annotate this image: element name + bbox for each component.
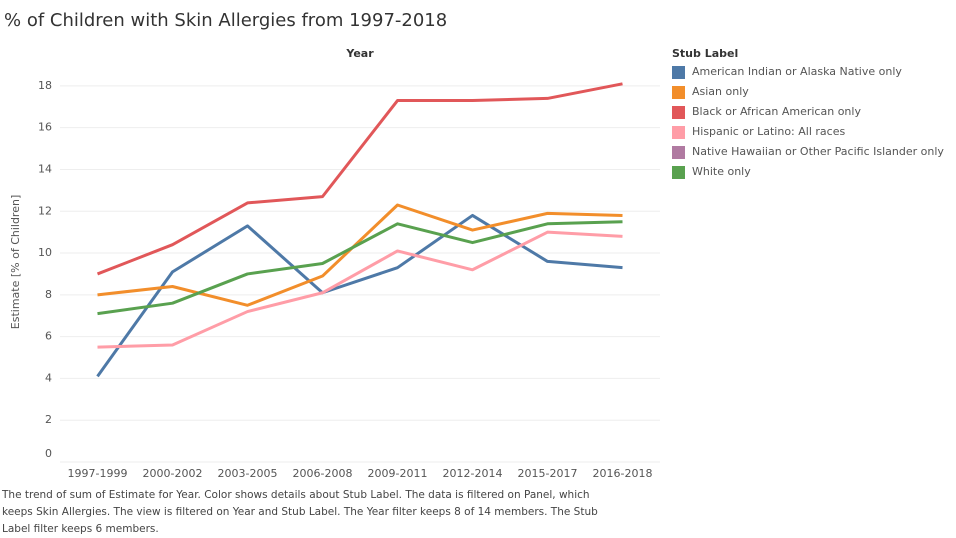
- y-tick-label: 2: [45, 413, 52, 426]
- x-tick-label: 2015-2017: [518, 467, 578, 480]
- legend-swatch: [672, 66, 685, 79]
- x-tick-label: 2016-2018: [593, 467, 653, 480]
- series-line: [96, 82, 623, 276]
- y-tick-label: 10: [38, 246, 52, 259]
- x-tick-label: 2006-2008: [293, 467, 353, 480]
- legend-swatch: [672, 126, 685, 139]
- y-tick-label: 12: [38, 204, 52, 217]
- caption: The trend of sum of Estimate for Year. C…: [1, 489, 590, 501]
- x-tick-label: 2009-2011: [368, 467, 428, 480]
- legend-swatch: [672, 166, 685, 179]
- y-tick-label: 14: [38, 162, 52, 175]
- x-header: Year: [345, 47, 374, 60]
- series-line: [97, 203, 623, 307]
- series-line: [97, 230, 623, 349]
- legend-label: White only: [692, 165, 751, 178]
- legend-title: Stub Label: [672, 47, 738, 60]
- x-tick-label: 2000-2002: [143, 467, 203, 480]
- legend-label: Asian only: [692, 85, 749, 98]
- y-tick-label: 6: [45, 330, 52, 343]
- legend-label: Black or African American only: [692, 105, 861, 118]
- caption: keeps Skin Allergies. The view is filter…: [2, 506, 598, 518]
- legend-label: American Indian or Alaska Native only: [692, 65, 902, 78]
- legend-swatch: [672, 106, 685, 119]
- legend-label: Hispanic or Latino: All races: [692, 125, 845, 138]
- y-tick-label: 8: [45, 288, 52, 301]
- y-tick-label: 4: [45, 371, 52, 384]
- legend-label: Native Hawaiian or Other Pacific Islande…: [692, 145, 944, 158]
- x-tick-label: 2012-2014: [443, 467, 503, 480]
- y-tick-label: 0: [45, 447, 52, 460]
- y-tick-label: 18: [38, 79, 52, 92]
- chart-title: % of Children with Skin Allergies from 1…: [4, 10, 447, 31]
- y-tick-label: 16: [38, 121, 52, 134]
- x-tick-label: 1997-1999: [68, 467, 128, 480]
- series-line: [97, 220, 623, 316]
- legend-swatch: [672, 86, 685, 99]
- caption: Label filter keeps 6 members.: [2, 523, 159, 535]
- legend-swatch: [672, 146, 685, 159]
- y-axis-label: Estimate [% of Children]: [9, 195, 22, 329]
- series-line: [96, 213, 623, 378]
- x-tick-label: 2003-2005: [218, 467, 278, 480]
